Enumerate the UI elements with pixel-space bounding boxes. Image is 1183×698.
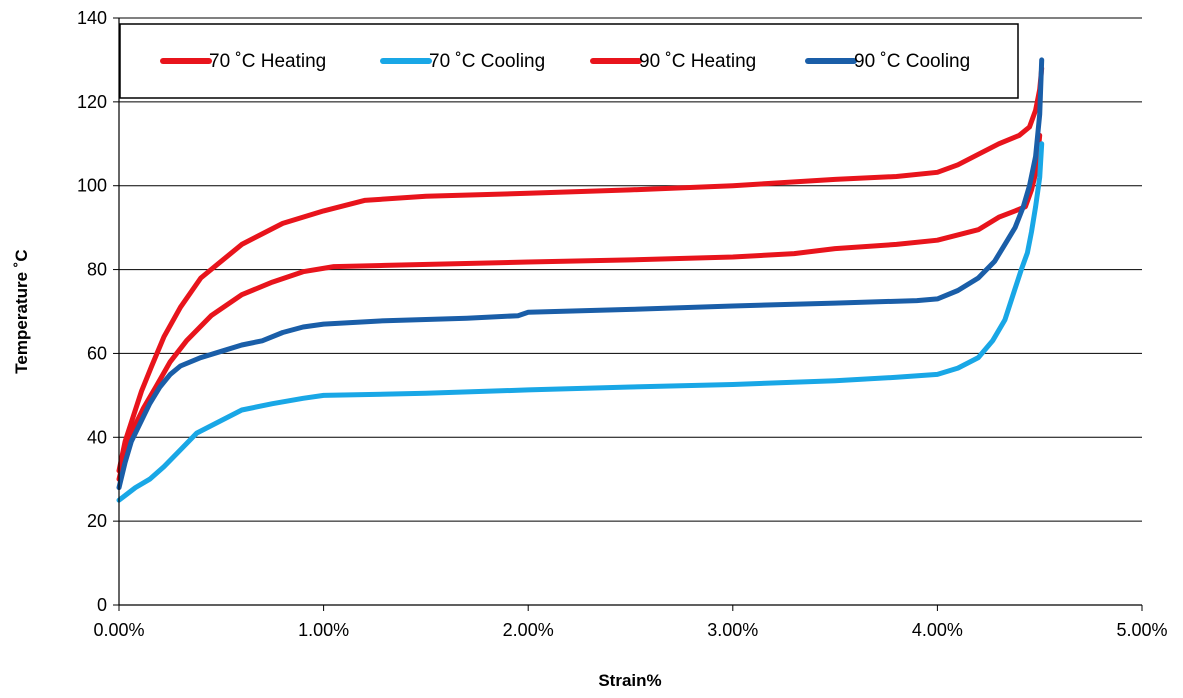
x-axis-title: Strain% [598, 671, 661, 690]
y-tick-label: 100 [77, 176, 107, 196]
gridlines [119, 17, 1142, 522]
axes: 0 20 40 60 80 100 120 140 0.00% 1.00% 2.00% 3.00% 4.… [12, 8, 1168, 690]
series-lines [116, 57, 1045, 503]
x-tick-label: 1.00% [298, 620, 349, 640]
legend-label-3: 90 ˚C Cooling [854, 51, 970, 72]
x-tick-label: 0.00% [93, 620, 144, 640]
x-tick-label: 3.00% [707, 620, 758, 640]
y-tick-label: 40 [87, 427, 107, 447]
legend-label-1: 70 ˚C Cooling [429, 51, 545, 72]
y-tick-label: 120 [77, 92, 107, 112]
legend-box [119, 23, 1019, 99]
series-line-1 [116, 141, 1045, 503]
legend: 70 ˚C Heating 70 ˚C Cooling 90 ˚C Heating 9… [119, 23, 1019, 99]
y-tick-label: 60 [87, 343, 107, 363]
series-line-2 [116, 65, 1045, 474]
x-tick-label: 2.00% [503, 620, 554, 640]
x-tick-label: 4.00% [912, 620, 963, 640]
series-line-3 [116, 57, 1045, 491]
x-tick-label: 5.00% [1116, 620, 1167, 640]
y-tick-label: 80 [87, 260, 107, 280]
legend-label-2: 90 ˚C Heating [639, 51, 756, 72]
y-tick-label: 20 [87, 511, 107, 531]
y-tick-label: 140 [77, 8, 107, 28]
y-tick-label: 0 [97, 595, 107, 615]
legend-label-0: 70 ˚C Heating [209, 51, 326, 72]
series-line-0 [116, 132, 1043, 482]
y-axis-title: Temperature ˚C [12, 249, 31, 373]
